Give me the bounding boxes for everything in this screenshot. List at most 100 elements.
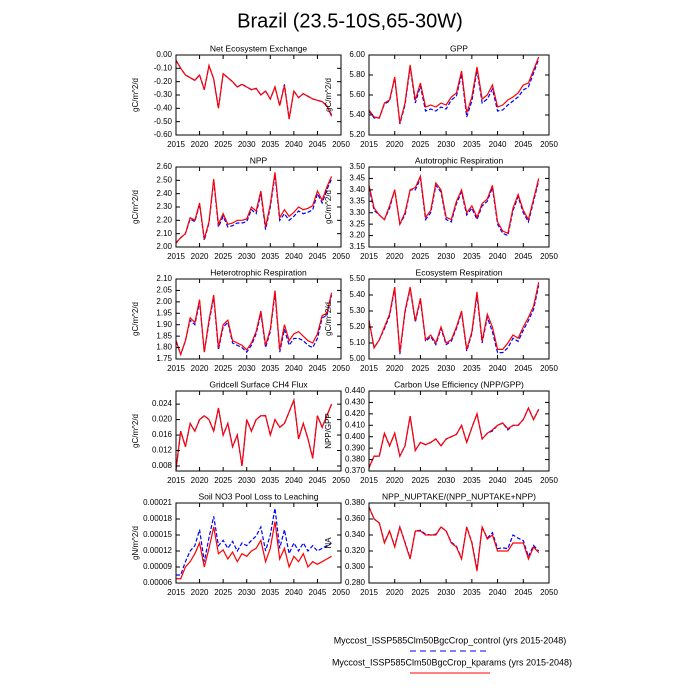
y-tick-label: 5.20 bbox=[349, 322, 365, 331]
x-tick-label: 2020 bbox=[386, 140, 404, 149]
y-axis-title: gC/m^2/d bbox=[131, 78, 140, 112]
series-line bbox=[176, 508, 332, 576]
plot-frame bbox=[175, 502, 342, 584]
x-tick-label: 2020 bbox=[386, 252, 404, 261]
y-tick-label: 5.40 bbox=[349, 110, 365, 119]
plot-frame bbox=[368, 166, 550, 248]
x-tick-label: 2030 bbox=[437, 476, 455, 485]
x-tick-label: 2015 bbox=[167, 364, 185, 373]
x-tick-label: 2045 bbox=[514, 252, 532, 261]
x-tick-label: 2035 bbox=[261, 252, 279, 261]
y-axis-title: NA bbox=[324, 537, 333, 549]
y-tick-label: 0.320 bbox=[345, 546, 366, 555]
x-tick-label: 2025 bbox=[412, 140, 430, 149]
y-tick-label: 5.40 bbox=[349, 290, 365, 299]
y-tick-label: 3.15 bbox=[349, 242, 365, 251]
x-tick-label: 2030 bbox=[437, 588, 455, 597]
x-tick-label: 2045 bbox=[514, 588, 532, 597]
x-tick-label: 2035 bbox=[463, 476, 481, 485]
y-tick-label: 2.05 bbox=[156, 286, 172, 295]
y-tick-label: 5.60 bbox=[349, 90, 365, 99]
series-line bbox=[175, 397, 333, 470]
x-tick-label: 2015 bbox=[360, 140, 378, 149]
x-tick-label: 2040 bbox=[285, 588, 303, 597]
plot-frame bbox=[368, 502, 550, 584]
x-tick-label: 2045 bbox=[514, 140, 532, 149]
y-tick-label: 0.390 bbox=[345, 443, 366, 452]
series-line bbox=[368, 506, 540, 570]
x-tick-label: 2025 bbox=[412, 476, 430, 485]
x-tick-label: 2045 bbox=[309, 252, 327, 261]
y-tick-label: 6.00 bbox=[349, 50, 365, 59]
plot-frame bbox=[368, 390, 550, 472]
y-tick-label: 0.380 bbox=[345, 455, 366, 464]
x-tick-label: 2025 bbox=[412, 364, 430, 373]
y-tick-label: 0.00018 bbox=[143, 514, 172, 523]
x-tick-label: 2040 bbox=[285, 476, 303, 485]
x-tick-label: 2050 bbox=[332, 364, 350, 373]
x-tick-label: 2020 bbox=[386, 588, 404, 597]
y-tick-label: 2.10 bbox=[156, 229, 172, 238]
y-axis-title: NPP/GPP bbox=[324, 413, 333, 449]
y-tick-label: 0.300 bbox=[345, 562, 366, 571]
x-tick-label: 2030 bbox=[437, 140, 455, 149]
x-tick-label: 2020 bbox=[191, 252, 209, 261]
y-axis-title: gC/m^2/d bbox=[131, 414, 140, 448]
y-tick-label: 3.25 bbox=[349, 219, 365, 228]
y-tick-label: 2.00 bbox=[156, 242, 172, 251]
series-line bbox=[175, 174, 333, 244]
y-tick-label: 0.420 bbox=[345, 409, 366, 418]
x-tick-label: 2040 bbox=[489, 364, 507, 373]
x-tick-label: 2050 bbox=[332, 476, 350, 485]
x-tick-label: 2015 bbox=[167, 588, 185, 597]
y-tick-label: 2.20 bbox=[156, 215, 172, 224]
y-tick-label: 2.60 bbox=[156, 162, 172, 171]
x-tick-label: 2040 bbox=[489, 588, 507, 597]
y-tick-label: 5.80 bbox=[349, 70, 365, 79]
panel-title: Net Ecosystem Exchange bbox=[210, 43, 308, 53]
x-tick-label: 2035 bbox=[463, 364, 481, 373]
y-tick-label: 0.380 bbox=[345, 498, 366, 507]
series-line bbox=[368, 282, 540, 353]
x-tick-label: 2045 bbox=[514, 364, 532, 373]
x-tick-label: 2045 bbox=[309, 476, 327, 485]
legend-label: Myccost_ISSP585Clm50BgcCrop_kparams (yrs… bbox=[332, 657, 572, 667]
y-axis-title: gC/m^2/d bbox=[131, 190, 140, 224]
x-tick-label: 2035 bbox=[261, 364, 279, 373]
x-tick-label: 2025 bbox=[214, 252, 232, 261]
x-tick-label: 2020 bbox=[386, 364, 404, 373]
x-tick-label: 2015 bbox=[360, 364, 378, 373]
series-line bbox=[176, 521, 332, 580]
y-axis-title: gC/m^2/d bbox=[131, 302, 140, 336]
y-tick-label: 2.50 bbox=[156, 175, 172, 184]
x-tick-label: 2030 bbox=[437, 252, 455, 261]
series-line bbox=[175, 172, 333, 244]
plot-frame bbox=[175, 390, 342, 472]
y-tick-label: 3.50 bbox=[349, 162, 365, 171]
x-tick-label: 2050 bbox=[332, 252, 350, 261]
y-tick-label: 3.20 bbox=[349, 231, 365, 240]
x-tick-label: 2030 bbox=[238, 252, 256, 261]
y-tick-label: 3.45 bbox=[349, 174, 365, 183]
x-tick-label: 2035 bbox=[261, 588, 279, 597]
x-tick-label: 2040 bbox=[489, 252, 507, 261]
x-tick-label: 2015 bbox=[360, 588, 378, 597]
panel-title: Autotrophic Respiration bbox=[415, 155, 504, 165]
legend-label: Myccost_ISSP585Clm50BgcCrop_control (yrs… bbox=[334, 635, 567, 645]
series-line bbox=[175, 290, 333, 357]
y-tick-label: 3.30 bbox=[349, 208, 365, 217]
y-tick-label: 0.016 bbox=[152, 430, 173, 439]
y-tick-label: 0.280 bbox=[345, 578, 366, 587]
y-tick-label: 0.400 bbox=[345, 432, 366, 441]
y-tick-label: -0.50 bbox=[154, 117, 173, 126]
x-tick-label: 2050 bbox=[332, 588, 350, 597]
x-tick-label: 2050 bbox=[540, 252, 558, 261]
y-tick-label: 0.340 bbox=[345, 530, 366, 539]
panel-title: NPP bbox=[250, 155, 268, 165]
y-tick-label: 0.00021 bbox=[143, 498, 172, 507]
y-tick-label: -0.10 bbox=[154, 63, 173, 72]
y-tick-label: -0.30 bbox=[154, 90, 173, 99]
x-tick-label: 2015 bbox=[167, 140, 185, 149]
